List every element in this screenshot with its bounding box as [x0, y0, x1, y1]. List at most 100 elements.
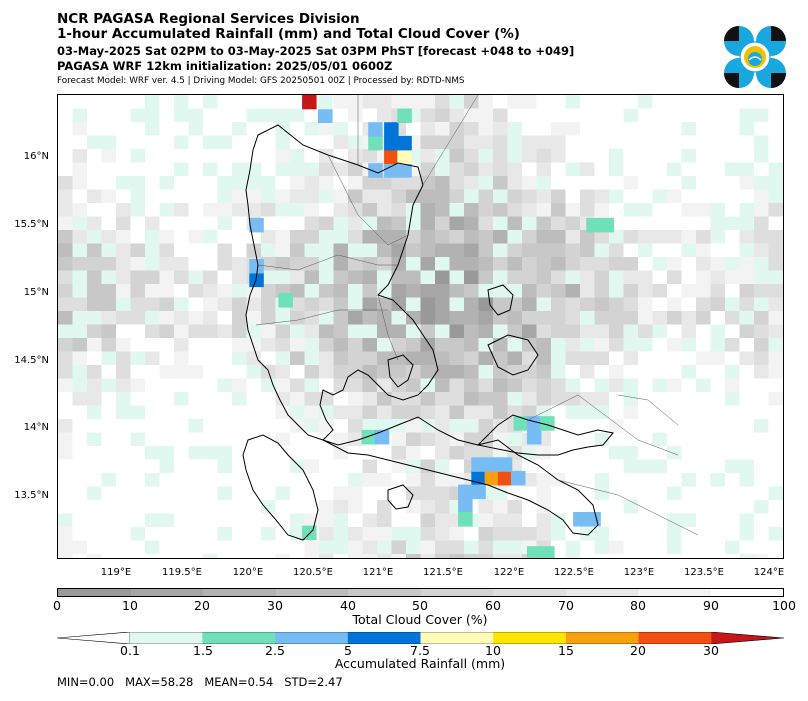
cloud-cell	[304, 284, 320, 298]
cloud-cell	[217, 216, 233, 231]
cloud-cell	[493, 554, 508, 558]
cloud-cell	[551, 216, 566, 231]
cloud-cell	[232, 297, 247, 312]
cloud-cell	[261, 270, 276, 285]
cloud-cell	[145, 432, 160, 447]
cloud-cell	[72, 513, 88, 528]
cloud-cell	[261, 459, 276, 474]
cloud-cell	[594, 554, 610, 558]
cloud-cell	[101, 122, 117, 136]
cloud-cell	[696, 365, 711, 379]
cloud-cell	[333, 392, 349, 406]
cloud-cell	[391, 486, 407, 501]
cloud-cell	[261, 189, 276, 204]
cloud-cell	[623, 527, 639, 541]
cloud-cell	[493, 176, 508, 190]
cloud-cell	[623, 446, 639, 460]
cloud-cell	[652, 338, 668, 352]
cloud-cell	[72, 297, 88, 312]
cloud-cell	[217, 338, 233, 352]
cloud-cell	[145, 203, 160, 217]
cloud-cell	[609, 108, 624, 123]
cloud-cell	[130, 108, 146, 123]
cloud-cell	[565, 176, 581, 190]
lon-label-121-5: 121.5°E	[423, 567, 463, 578]
rf-tick-2-5: 2.5	[265, 643, 285, 658]
cloud-cell	[652, 324, 668, 339]
cloud-cell	[464, 189, 479, 204]
cloud-cell	[159, 500, 175, 514]
rainfall-colorbar	[57, 632, 784, 644]
cloud-cell	[551, 230, 566, 244]
cloud-cell	[565, 527, 581, 541]
cloud-cell	[217, 500, 233, 514]
cloud-cell	[435, 419, 450, 433]
cloud-cell	[681, 392, 697, 406]
cloud-cell	[246, 351, 262, 366]
cloud-cell	[725, 459, 740, 474]
cloud-cell	[319, 365, 334, 379]
cloud-cell	[652, 500, 668, 514]
cloud-cell	[536, 324, 552, 339]
cloud-cell	[638, 392, 653, 406]
cloud-cell	[290, 513, 305, 528]
cloud-cell	[275, 230, 291, 244]
cloud-cell	[174, 122, 189, 136]
cloud-cell	[449, 243, 465, 258]
cloud-cell	[116, 243, 131, 258]
cloud-cell	[464, 351, 479, 366]
cloud-cell	[188, 513, 204, 528]
cloud-cell	[435, 189, 450, 204]
cloud-cell	[725, 257, 740, 271]
cloud-cell	[188, 189, 204, 204]
cloud-cell	[449, 351, 465, 366]
cloud-cell	[652, 311, 668, 325]
cloud-cell	[348, 419, 363, 433]
cloud-cell	[638, 324, 653, 339]
cloud-cell	[420, 486, 436, 501]
luzon-coastline	[245, 124, 439, 441]
cloud-cell	[565, 338, 581, 352]
cloud-cell	[667, 446, 682, 460]
cloud-cell	[58, 419, 73, 433]
cloud-cell	[116, 162, 131, 177]
cloud-cell	[710, 405, 726, 420]
cloud-cell	[623, 365, 639, 379]
rain-cell	[458, 512, 473, 527]
cloud-cell	[435, 297, 450, 312]
cloud-cell	[174, 540, 189, 555]
cloud-cell	[333, 203, 349, 217]
cloud-cell	[87, 297, 102, 312]
cloud-cell	[304, 149, 320, 163]
cloud-cell	[159, 216, 175, 231]
cloud-cell	[565, 297, 581, 312]
cloud-cell	[101, 338, 117, 352]
model-initialization: PAGASA WRF 12km initialization: 2025/05/…	[57, 59, 393, 73]
cloud-cell	[377, 284, 392, 298]
cloud-cell	[565, 378, 581, 393]
cloud-cell	[275, 513, 291, 528]
cloud-cell	[768, 338, 783, 352]
cloud-cell	[609, 243, 624, 258]
cloud-cell	[449, 527, 465, 541]
cloud-cell	[290, 216, 305, 231]
cloud-cell	[710, 459, 726, 474]
cloud-cell	[623, 459, 639, 474]
cloud-cell	[101, 473, 117, 487]
cloud-cell	[768, 230, 783, 244]
cloud-cell	[406, 324, 421, 339]
cloud-cell	[304, 135, 320, 150]
cloud-cell	[101, 378, 117, 393]
rain-cell	[471, 457, 486, 472]
cloud-cell	[261, 203, 276, 217]
cloud-cell	[174, 527, 189, 541]
cloud-cell	[232, 459, 247, 474]
cloud-cell	[406, 540, 421, 555]
rain-cell	[526, 429, 542, 445]
stat-min: MIN=0.00	[57, 675, 115, 689]
cloud-cell	[739, 554, 755, 558]
cloud-cell	[464, 270, 479, 285]
cloud-cell	[159, 284, 175, 298]
cloud-cell	[609, 95, 624, 109]
cloud-cell	[261, 135, 276, 150]
